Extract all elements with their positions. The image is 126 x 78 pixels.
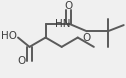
Text: O: O: [83, 33, 91, 43]
Text: O: O: [17, 56, 26, 66]
Text: HN: HN: [55, 19, 70, 29]
Text: HO: HO: [1, 31, 17, 41]
Text: O: O: [64, 1, 73, 11]
